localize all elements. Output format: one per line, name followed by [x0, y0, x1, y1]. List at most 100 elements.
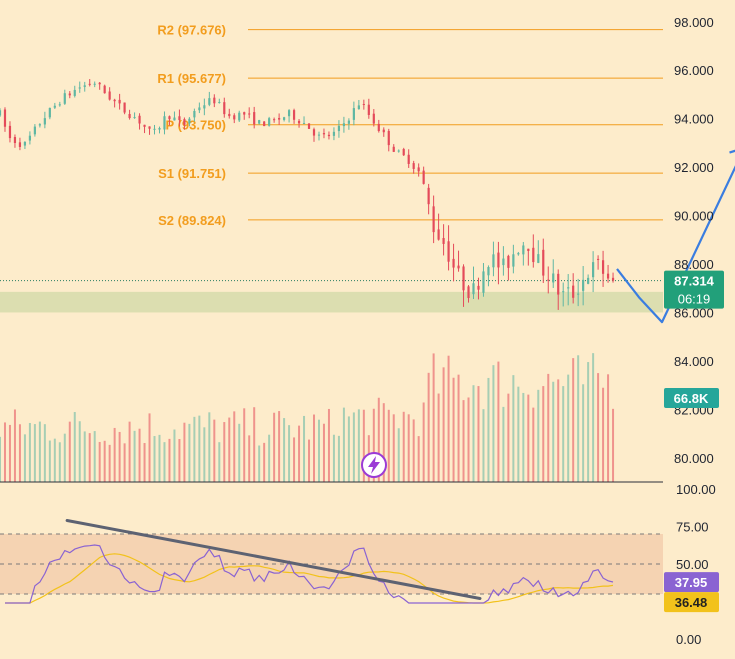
candle-body-74	[368, 105, 370, 115]
candle-106	[527, 249, 529, 266]
volume-bar-35	[173, 430, 175, 482]
volume-bar-26	[129, 422, 131, 482]
candle-42	[208, 92, 210, 106]
projection-arrowhead	[730, 148, 735, 163]
candle-31	[153, 125, 155, 134]
candle-83	[413, 161, 415, 174]
candle-body-39	[193, 111, 195, 117]
volume-bar-32	[158, 435, 160, 482]
candle-body-33	[163, 116, 165, 129]
volume-bar-6	[29, 423, 31, 482]
volume-bar-121	[602, 388, 604, 482]
candle-body-16	[79, 87, 81, 88]
volume-bar-59	[293, 437, 295, 482]
volume-bar-66	[328, 409, 330, 482]
candle-body-18	[89, 84, 91, 85]
candle-body-17	[84, 85, 86, 87]
volume-bar-58	[288, 425, 290, 482]
volume-bar-14	[69, 422, 71, 482]
volume-bar-86	[428, 373, 430, 482]
volume-bar-34	[168, 439, 170, 482]
candle-body-32	[158, 128, 160, 130]
volume-bar-40	[198, 416, 200, 482]
lightning-icon[interactable]	[362, 453, 386, 477]
candle-body-64	[318, 135, 320, 136]
candle-body-3	[14, 137, 16, 143]
volume-bar-93	[463, 400, 465, 482]
candle-47	[233, 113, 235, 123]
candle-body-15	[74, 90, 76, 96]
volume-bar-82	[408, 414, 410, 482]
price-tick-7: 84.000	[674, 354, 714, 369]
candle-66	[328, 131, 330, 139]
candle-23	[114, 99, 116, 108]
candle-body-104	[517, 253, 519, 254]
candle-body-92	[457, 266, 459, 269]
candle-body-112	[557, 274, 559, 295]
candle-body-11	[54, 106, 56, 108]
volume-bar-17	[84, 431, 86, 482]
volume-bar-5	[24, 434, 26, 482]
candle-body-118	[587, 278, 589, 284]
candle-14	[69, 91, 71, 98]
candle-body-51	[253, 112, 255, 124]
candle-32	[158, 127, 160, 134]
candle-body-19	[94, 84, 96, 85]
candle-body-56	[278, 118, 280, 120]
candle-body-73	[363, 104, 365, 105]
candle-103	[512, 245, 514, 274]
candle-body-68	[338, 126, 340, 131]
candle-body-8	[39, 124, 41, 125]
candle-17	[84, 82, 86, 92]
candle-1	[4, 107, 6, 132]
volume-bar-12	[59, 442, 61, 482]
candle-81	[403, 148, 405, 156]
volume-bar-8	[39, 422, 41, 482]
candle-body-97	[482, 271, 484, 292]
volume-bar-70	[348, 416, 350, 482]
volume-bar-72	[358, 409, 360, 482]
candle-69	[343, 117, 345, 133]
volume-bar-101	[502, 407, 504, 482]
candle-body-110	[547, 280, 549, 281]
candle-body-107	[532, 248, 534, 262]
rsi-ma-value: 36.48	[675, 595, 708, 610]
volume-bar-119	[592, 353, 594, 482]
candle-2	[9, 121, 11, 142]
candle-body-98	[487, 267, 489, 275]
volume-bar-68	[338, 436, 340, 482]
volume-bar-106	[527, 395, 529, 482]
candle-78	[388, 129, 390, 151]
candle-9	[44, 112, 46, 128]
pivot-label-1: R1 (95.677)	[157, 71, 226, 86]
candle-body-5	[24, 142, 26, 146]
price-tick-1: 96.000	[674, 63, 714, 78]
candle-body-86	[428, 188, 430, 204]
candle-body-106	[527, 249, 529, 251]
candle-90	[447, 225, 449, 270]
candle-body-85	[423, 171, 425, 184]
candle-58	[288, 109, 290, 122]
volume-bar-122	[607, 374, 609, 482]
candle-50	[248, 107, 250, 118]
candle-65	[323, 129, 325, 139]
candle-109	[542, 239, 544, 283]
volume-bar-4	[19, 424, 21, 482]
candle-13	[64, 90, 66, 105]
candle-63	[313, 128, 315, 142]
volume-bar-69	[343, 408, 345, 482]
volume-bar-38	[188, 424, 190, 482]
candle-body-103	[512, 254, 514, 266]
candle-body-50	[248, 113, 250, 114]
candle-body-34	[168, 116, 170, 119]
volume-bar-104	[517, 387, 519, 482]
candle-107	[532, 234, 534, 267]
volume-bar-81	[403, 412, 405, 482]
volume-bar-37	[183, 423, 185, 482]
candle-16	[79, 82, 81, 93]
candle-body-53	[263, 122, 265, 127]
volume-bar-61	[303, 416, 305, 482]
candle-body-28	[138, 116, 140, 124]
